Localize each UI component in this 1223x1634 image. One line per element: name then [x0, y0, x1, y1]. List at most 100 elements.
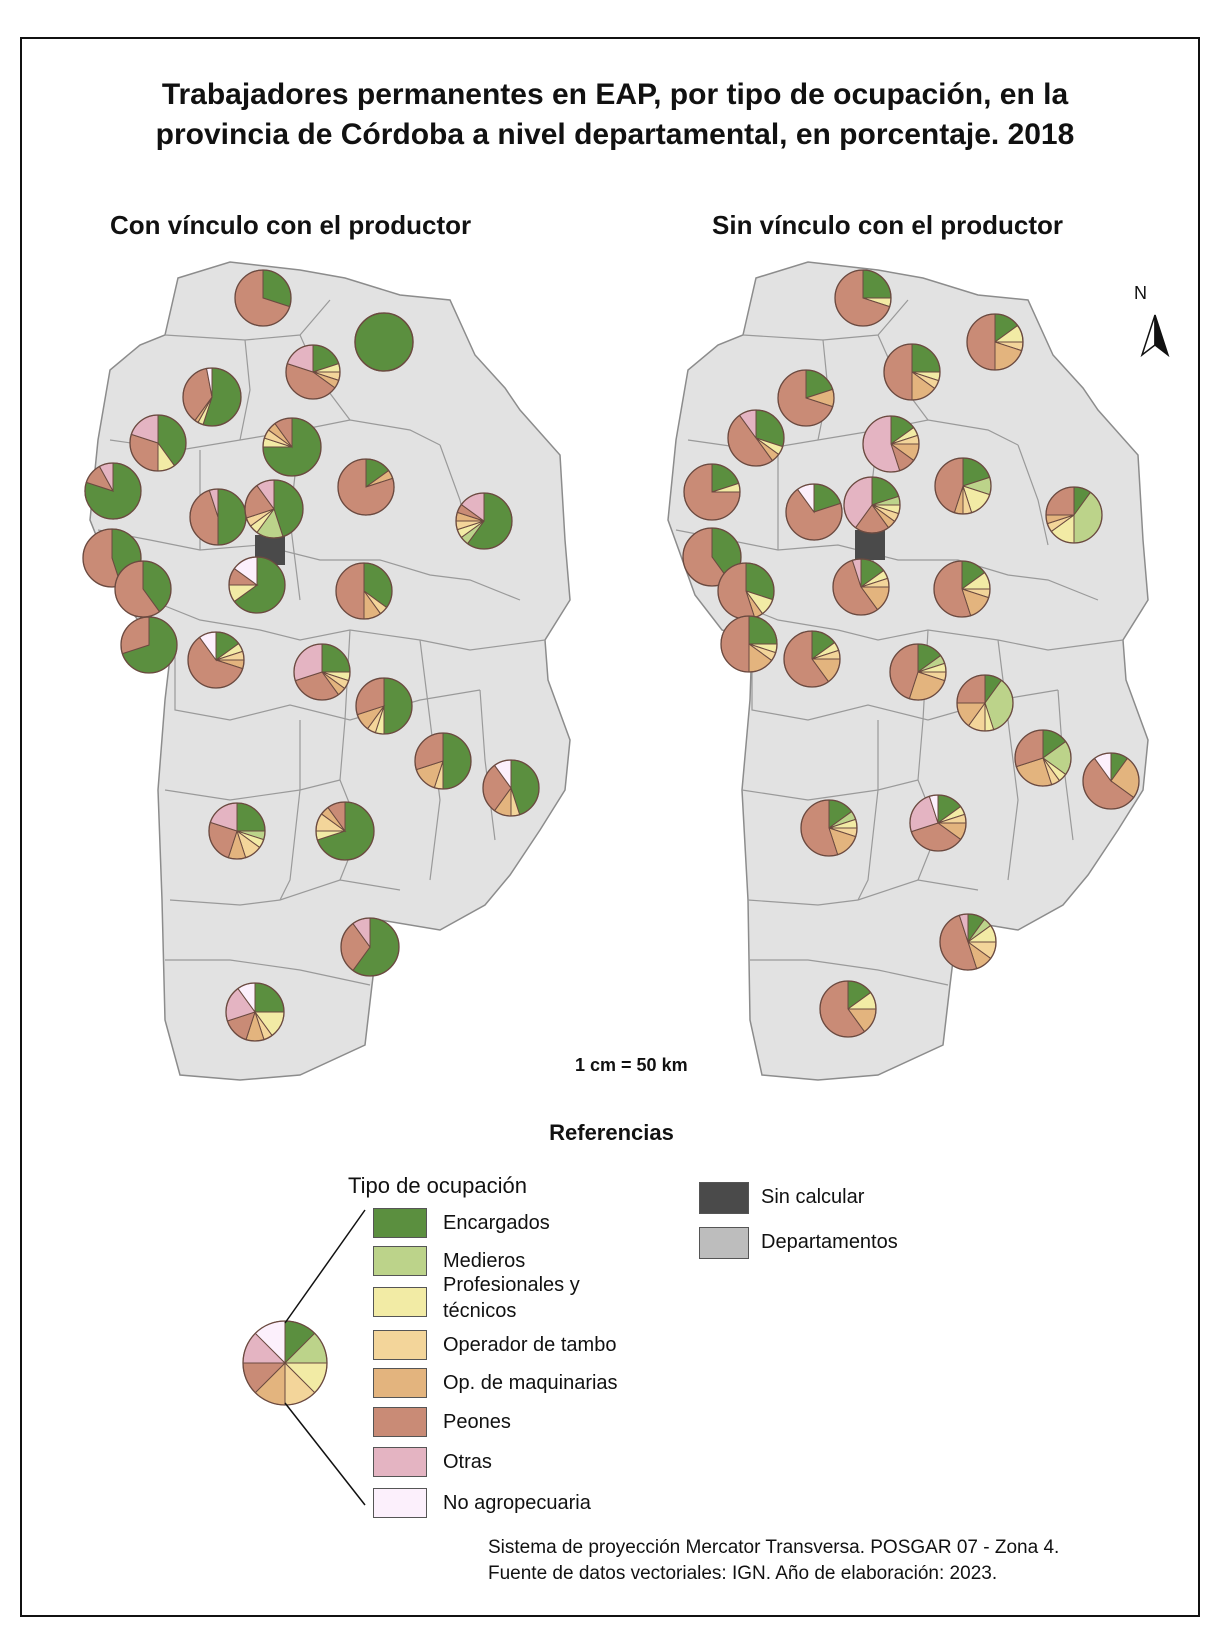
left-pie-7 [84, 462, 142, 520]
legend-swatch-departamentos [699, 1227, 749, 1259]
pie-outline [862, 415, 920, 473]
legend-title: Tipo de ocupación [348, 1173, 527, 1198]
left-pie-17 [187, 631, 245, 689]
pie-outline [285, 344, 341, 400]
left-pie-4 [182, 367, 242, 427]
pie-outline [354, 312, 414, 372]
pie-outline [225, 982, 285, 1042]
right-pie-12 [682, 527, 742, 587]
pie-outline [800, 799, 858, 857]
north-label: N [1134, 283, 1147, 303]
left-pie-24 [340, 917, 400, 977]
legend-connector-top [284, 1209, 366, 1324]
left-pie-18 [293, 643, 351, 701]
left-pie-1 [234, 269, 292, 327]
right-map-title: Sin vínculo con el productor [712, 210, 1064, 240]
legend-label: Departamentos [761, 1231, 898, 1253]
pie-outline [82, 528, 142, 588]
legend-swatch [373, 1368, 427, 1398]
left-pie-11 [455, 492, 513, 550]
pie-outline [355, 677, 413, 735]
left-pie-21 [482, 759, 540, 817]
legend-swatch [373, 1287, 427, 1317]
legend-label: Medieros [443, 1250, 526, 1272]
right-pie-14 [832, 558, 890, 616]
pie-outline [482, 759, 540, 817]
legend-label: Sin calcular [761, 1186, 865, 1208]
legend-connector-bottom [284, 1402, 366, 1506]
legend-swatch [373, 1208, 427, 1238]
pie-outline [834, 269, 892, 327]
scale-text: 1 cm = 50 km [575, 1055, 688, 1075]
pie-outline [939, 913, 997, 971]
legend-pie-slices [242, 1320, 328, 1406]
right-pie-19 [956, 674, 1014, 732]
north-arrow-icon [1140, 314, 1170, 358]
left-pie-14 [228, 556, 286, 614]
legend-label: Operador de tambo [443, 1334, 617, 1356]
left-pie-10 [337, 458, 395, 516]
right-pie-10 [934, 457, 992, 515]
legend-label: No agropecuaria [443, 1492, 591, 1514]
footer-projection: Sistema de proyección Mercator Transvers… [488, 1537, 1060, 1558]
legend-swatch [373, 1488, 427, 1518]
right-pie-1 [834, 269, 892, 327]
pie-outline [120, 616, 178, 674]
right-pie-13 [717, 562, 775, 620]
pie-outline [182, 367, 242, 427]
right-pie-21 [1082, 752, 1140, 810]
right-pie-16 [720, 615, 778, 673]
legend-swatch [373, 1330, 427, 1360]
left-pie-8 [189, 488, 247, 546]
right-pie-23 [909, 794, 967, 852]
pie-outline [293, 643, 351, 701]
left-pie-9 [244, 479, 304, 539]
right-pie-25 [819, 980, 877, 1038]
left-pie-13 [114, 560, 172, 618]
right-pie-11 [1045, 486, 1103, 544]
pie-outline [889, 643, 947, 701]
pie-outline [234, 269, 292, 327]
pie-outline [682, 527, 742, 587]
right-sin-calcular-square [855, 530, 885, 560]
pie-outline [819, 980, 877, 1038]
left-pie-19 [355, 677, 413, 735]
pie-outline [933, 560, 991, 618]
right-pie-8 [785, 483, 843, 541]
left-pie-5 [129, 414, 187, 472]
left-pie-25 [225, 982, 285, 1042]
pie-outline [187, 631, 245, 689]
right-pie-20 [1014, 729, 1072, 787]
left-map-title: Con vínculo con el productor [110, 210, 472, 240]
left-pie-23 [315, 801, 375, 861]
pie-outline [228, 556, 286, 614]
legend-label: Op. de maquinarias [443, 1372, 618, 1394]
left-pie-3 [285, 344, 341, 400]
pie-outline [783, 630, 841, 688]
pie-outline [242, 1320, 328, 1406]
pie-outline [337, 458, 395, 516]
pie-outline [785, 483, 843, 541]
pie-outline [934, 457, 992, 515]
left-pie-20 [414, 732, 472, 790]
legend-label-line2: técnicos [443, 1300, 517, 1322]
right-pie-6 [862, 415, 920, 473]
right-pie-24 [939, 913, 997, 971]
pie-outline [727, 409, 785, 467]
pie-outline [129, 414, 187, 472]
right-pie-charts [682, 269, 1140, 1038]
pie-outline [315, 801, 375, 861]
pie-outline [832, 558, 890, 616]
pie-outline [208, 802, 266, 860]
pie-outline [883, 343, 941, 401]
pie-outline [966, 313, 1024, 371]
right-pie-18 [889, 643, 947, 701]
footer-source: Fuente de datos vectoriales: IGN. Año de… [488, 1563, 998, 1584]
legend-swatch [373, 1407, 427, 1437]
legend-swatch [373, 1246, 427, 1276]
pie-outline [1014, 729, 1072, 787]
left-pie-2 [354, 312, 414, 372]
legend-label: Encargados [443, 1212, 550, 1234]
pie-outline [683, 463, 741, 521]
right-pie-22 [800, 799, 858, 857]
